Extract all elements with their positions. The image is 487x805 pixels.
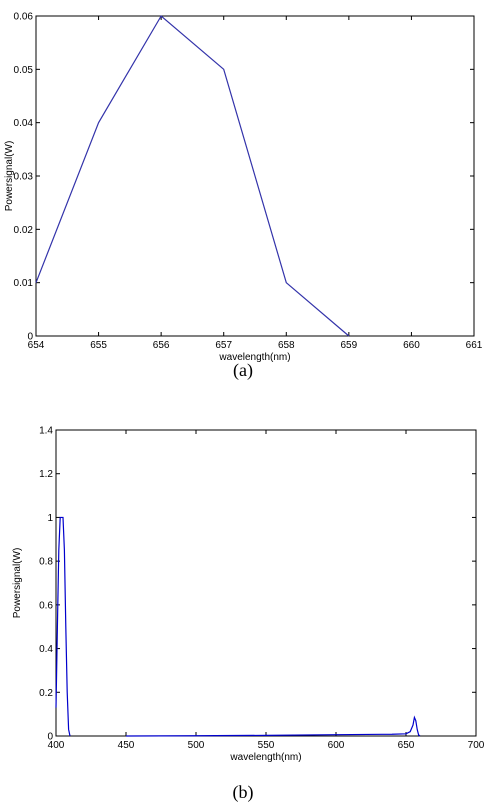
chart-b-plot-area <box>55 429 477 737</box>
chart-a-ytick-label: 0.05 <box>14 65 34 76</box>
chart-b-xtick-label: 600 <box>328 740 345 751</box>
chart-a-ytick-label: 0.04 <box>14 118 34 129</box>
chart-a: 654 655 656 657 658 659 660 661 0 0.01 0.02 0.03 0.0… <box>4 12 483 364</box>
caption-b: (b) <box>233 782 254 803</box>
chart-b-ytick-label: 0.4 <box>39 644 53 655</box>
chart-a-xtick-label: 658 <box>278 340 295 351</box>
chart-b-xtick-label: 500 <box>188 740 205 751</box>
chart-b-ytick-label: 1.4 <box>39 426 53 437</box>
chart-a-ytick-label: 0.01 <box>14 278 34 289</box>
chart-a-xtick-label: 661 <box>466 340 483 351</box>
chart-a-xtick-label: 655 <box>90 340 107 351</box>
chart-a-ytick-label: 0 <box>27 332 33 343</box>
chart-b-series-line <box>125 715 421 737</box>
caption-a: (a) <box>233 360 253 381</box>
chart-a-xtick-label: 659 <box>341 340 358 351</box>
chart-b-ytick-label: 0.8 <box>39 557 53 568</box>
chart-b-series-line <box>55 516 71 737</box>
chart-b-ytick-label: 0 <box>47 732 53 743</box>
chart-b-xtick-label: 550 <box>258 740 275 751</box>
chart-b-xtick-label: 700 <box>468 740 485 751</box>
chart-a-xtick-label: 657 <box>215 340 232 351</box>
chart-b-x-axis-label: wavelength(nm) <box>229 752 301 763</box>
chart-b-ytick-label: 0.6 <box>39 600 53 611</box>
chart-a-xtick-label: 654 <box>28 340 45 351</box>
chart-a-ytick-label: 0.03 <box>14 172 34 183</box>
chart-b-xtick-label: 650 <box>398 740 415 751</box>
chart-b-xtick-label: 450 <box>118 740 135 751</box>
chart-a-ytick-label: 0.06 <box>14 12 34 23</box>
chart-a-x-axis-label: wavelength(nm) <box>218 352 290 363</box>
chart-b: 400 450 500 550 600 650 700 0 0.2 0.4 0.6 0.8 1 1.2 1.… <box>12 426 485 764</box>
chart-a-xtick-label: 656 <box>153 340 170 351</box>
chart-a-ytick-label: 0.02 <box>14 225 34 236</box>
chart-b-xtick-label: 400 <box>48 740 65 751</box>
chart-a-y-axis-label: Powersignal(W) <box>4 141 15 212</box>
chart-a-xtick-label: 660 <box>403 340 420 351</box>
chart-b-ytick-label: 1 <box>47 513 53 524</box>
chart-a-series-line <box>35 15 350 337</box>
chart-b-y-axis-label: Powersignal(W) <box>12 548 23 619</box>
chart-b-ytick-label: 1.2 <box>39 469 53 480</box>
chart-b-ytick-label: 0.2 <box>39 688 53 699</box>
